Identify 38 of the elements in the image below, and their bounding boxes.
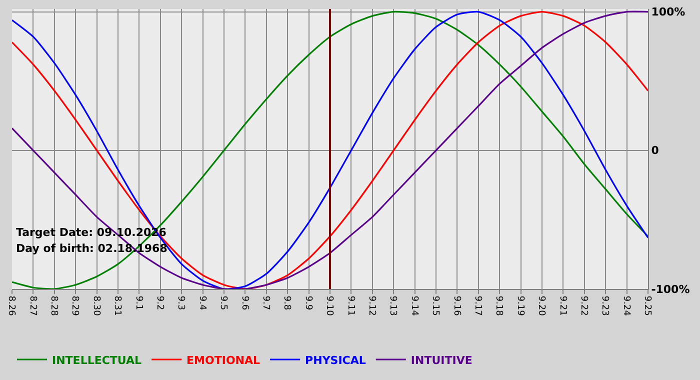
legend-label: EMOTIONAL <box>186 354 260 367</box>
x-tick-label: 9.14 <box>408 296 419 316</box>
legend-label: PHYSICAL <box>305 354 366 367</box>
x-tick-label: 9.12 <box>366 296 376 316</box>
y-tick-label: -100% <box>651 282 690 296</box>
x-tick-label: 9.16 <box>451 296 462 316</box>
y-tick-label: 100% <box>651 6 686 19</box>
x-tick-label: 9.6 <box>239 296 250 310</box>
x-tick-label: 9.25 <box>642 296 652 316</box>
x-tick-label: 9.24 <box>620 296 631 316</box>
x-tick-label: 9.8 <box>282 296 292 310</box>
x-tick-label: 9.9 <box>302 296 313 310</box>
x-tick-label: 9.2 <box>154 296 164 310</box>
x-tick-label: 9.10 <box>324 296 334 316</box>
x-tick-label: 9.21 <box>557 296 568 316</box>
x-tick-label: 9.17 <box>472 296 482 316</box>
x-tick-label: 9.3 <box>176 296 186 310</box>
x-tick-label: 9.5 <box>218 296 228 310</box>
x-tick-label: 9.20 <box>536 296 546 316</box>
y-tick-label: 0 <box>651 144 660 158</box>
x-tick-label: 9.22 <box>578 296 588 316</box>
x-tick-label: 8.29 <box>70 296 80 316</box>
legend-label: INTELLECTUAL <box>52 354 142 367</box>
x-tick-label: 8.31 <box>112 296 122 316</box>
x-tick-label: 9.1 <box>133 296 144 310</box>
x-tick-label: 8.28 <box>48 296 58 316</box>
x-tick-label: 9.19 <box>514 296 525 316</box>
x-tick-label: 9.18 <box>494 296 504 316</box>
x-tick-label: 9.23 <box>600 296 610 316</box>
x-tick-label: 9.11 <box>345 296 356 316</box>
x-tick-label: 9.4 <box>196 296 207 310</box>
legend-label: INTUITIVE <box>410 354 472 367</box>
x-tick-label: 9.15 <box>430 296 440 316</box>
x-tick-label: 8.26 <box>6 296 16 316</box>
x-tick-label: 9.7 <box>260 296 270 310</box>
x-tick-label: 8.30 <box>90 296 101 316</box>
x-tick-label: 9.13 <box>388 296 398 316</box>
x-tick-label: 8.27 <box>27 296 38 316</box>
